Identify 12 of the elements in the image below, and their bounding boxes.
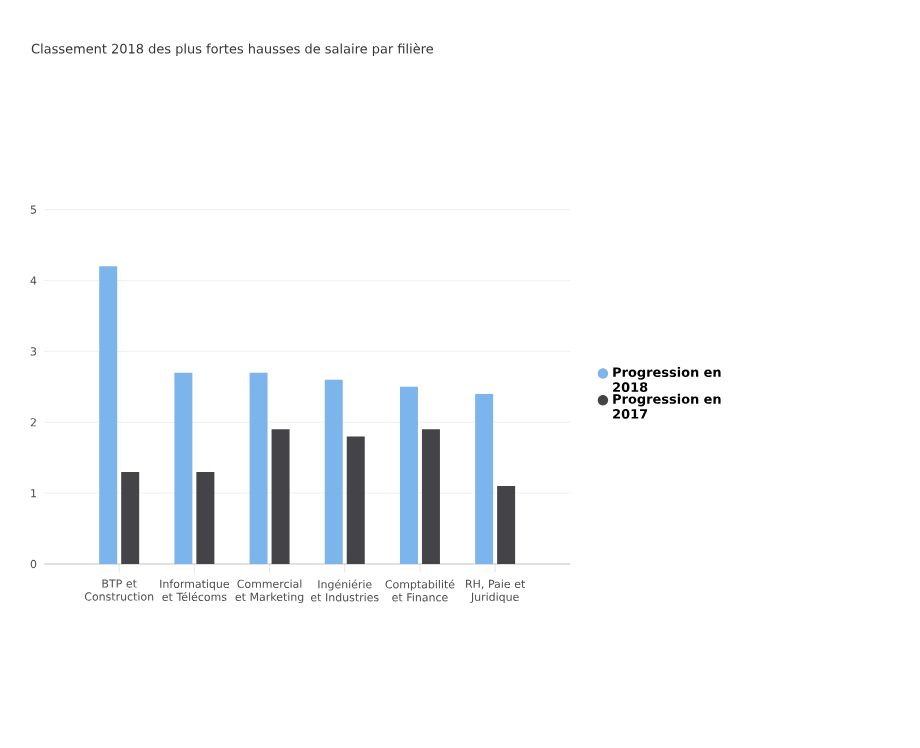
bar (346, 436, 365, 564)
bar (421, 429, 440, 564)
bar (497, 486, 516, 564)
bar (399, 386, 418, 564)
bar (475, 393, 494, 564)
bar (121, 471, 140, 564)
bar (324, 379, 343, 564)
bar (271, 429, 290, 564)
bar (196, 471, 215, 564)
bar (249, 372, 268, 564)
bar (174, 372, 193, 564)
bar (99, 266, 118, 564)
